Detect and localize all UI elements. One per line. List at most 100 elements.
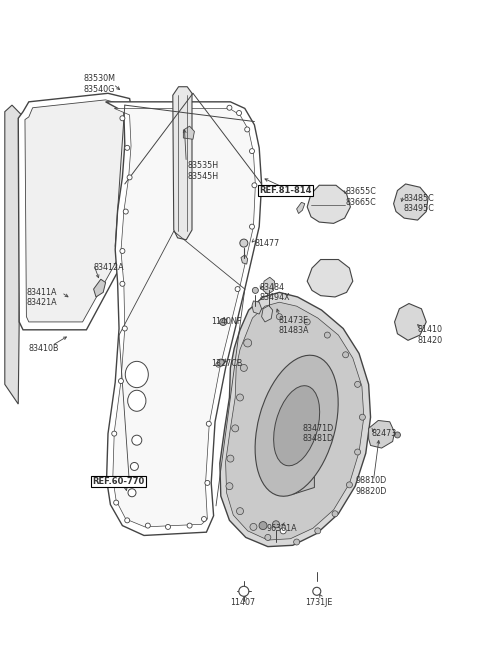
Text: 81473E
81483A: 81473E 81483A: [278, 315, 309, 335]
Polygon shape: [18, 93, 132, 330]
Text: 98810D
98820D: 98810D 98820D: [355, 476, 386, 496]
Circle shape: [122, 326, 127, 331]
Circle shape: [355, 381, 360, 388]
Polygon shape: [241, 255, 248, 264]
Circle shape: [132, 435, 142, 445]
Polygon shape: [297, 202, 305, 214]
Circle shape: [127, 175, 132, 180]
Circle shape: [332, 510, 338, 517]
Text: 1327CB: 1327CB: [211, 359, 242, 368]
Polygon shape: [113, 108, 255, 527]
Circle shape: [120, 116, 125, 121]
Circle shape: [217, 359, 224, 366]
Polygon shape: [106, 102, 262, 535]
Circle shape: [237, 508, 243, 514]
Circle shape: [145, 523, 150, 528]
Ellipse shape: [125, 361, 148, 388]
Circle shape: [120, 248, 125, 254]
Polygon shape: [307, 260, 353, 297]
Circle shape: [240, 239, 248, 247]
Circle shape: [114, 500, 119, 505]
Circle shape: [187, 523, 192, 528]
Circle shape: [226, 483, 233, 489]
Text: 96301A: 96301A: [266, 524, 297, 533]
Circle shape: [119, 378, 123, 384]
Circle shape: [304, 319, 310, 325]
Polygon shape: [25, 100, 127, 322]
Circle shape: [206, 421, 211, 426]
Polygon shape: [307, 185, 350, 223]
Circle shape: [110, 477, 115, 482]
Polygon shape: [173, 87, 192, 240]
Circle shape: [125, 518, 130, 523]
Text: 83530M
83540G: 83530M 83540G: [84, 74, 116, 94]
Polygon shape: [220, 292, 371, 547]
Text: 82473: 82473: [372, 429, 397, 438]
Polygon shape: [394, 184, 428, 220]
Circle shape: [216, 362, 221, 367]
Circle shape: [252, 183, 257, 188]
Circle shape: [395, 432, 400, 438]
Circle shape: [202, 516, 206, 522]
Circle shape: [250, 148, 254, 154]
Circle shape: [237, 394, 243, 401]
Circle shape: [166, 524, 170, 530]
Polygon shape: [395, 304, 426, 340]
Circle shape: [240, 365, 247, 371]
Text: 11407: 11407: [230, 598, 255, 607]
Text: 83655C
83665C: 83655C 83665C: [346, 187, 376, 207]
Circle shape: [120, 281, 125, 286]
Circle shape: [276, 313, 282, 320]
Polygon shape: [226, 302, 364, 540]
Polygon shape: [271, 453, 314, 494]
Text: 81477: 81477: [254, 238, 280, 248]
Circle shape: [360, 414, 365, 420]
Text: 81410
81420: 81410 81420: [418, 325, 443, 345]
Circle shape: [273, 521, 279, 528]
Circle shape: [227, 455, 234, 462]
Circle shape: [235, 286, 240, 292]
Text: 83411A
83421A: 83411A 83421A: [26, 288, 57, 307]
Circle shape: [250, 224, 254, 229]
Circle shape: [205, 480, 210, 486]
Circle shape: [315, 528, 321, 534]
Text: REF.60-770: REF.60-770: [92, 477, 144, 486]
Circle shape: [244, 339, 252, 347]
Ellipse shape: [255, 355, 338, 496]
Text: 83471D
83481D: 83471D 83481D: [302, 424, 334, 443]
Polygon shape: [262, 306, 273, 322]
Polygon shape: [369, 420, 395, 448]
Circle shape: [125, 145, 130, 150]
Circle shape: [112, 431, 117, 436]
Circle shape: [265, 534, 271, 541]
Circle shape: [131, 463, 138, 470]
Circle shape: [252, 287, 258, 294]
Polygon shape: [263, 277, 275, 294]
Circle shape: [220, 319, 227, 325]
Circle shape: [324, 332, 330, 338]
Circle shape: [280, 528, 286, 534]
Text: 1140NF: 1140NF: [211, 317, 241, 327]
Text: 1731JE: 1731JE: [305, 598, 332, 607]
Circle shape: [227, 105, 232, 110]
Circle shape: [347, 482, 352, 488]
Text: 83485C
83495C: 83485C 83495C: [403, 194, 434, 214]
Ellipse shape: [128, 390, 146, 411]
Polygon shape: [94, 279, 106, 297]
Circle shape: [294, 539, 300, 545]
Circle shape: [128, 489, 136, 497]
Circle shape: [123, 209, 128, 214]
Polygon shape: [183, 126, 194, 139]
Text: 83484
83494X: 83484 83494X: [259, 283, 290, 302]
Circle shape: [237, 110, 241, 116]
Text: 83535H
83545H: 83535H 83545H: [187, 161, 218, 181]
Polygon shape: [5, 105, 22, 404]
Polygon shape: [252, 301, 262, 314]
Ellipse shape: [274, 386, 320, 466]
Text: 83412A: 83412A: [94, 263, 124, 272]
Circle shape: [239, 586, 249, 597]
Text: REF.81-814: REF.81-814: [259, 186, 312, 195]
Text: 83410B: 83410B: [29, 344, 60, 353]
Circle shape: [259, 522, 267, 530]
Circle shape: [250, 524, 257, 530]
